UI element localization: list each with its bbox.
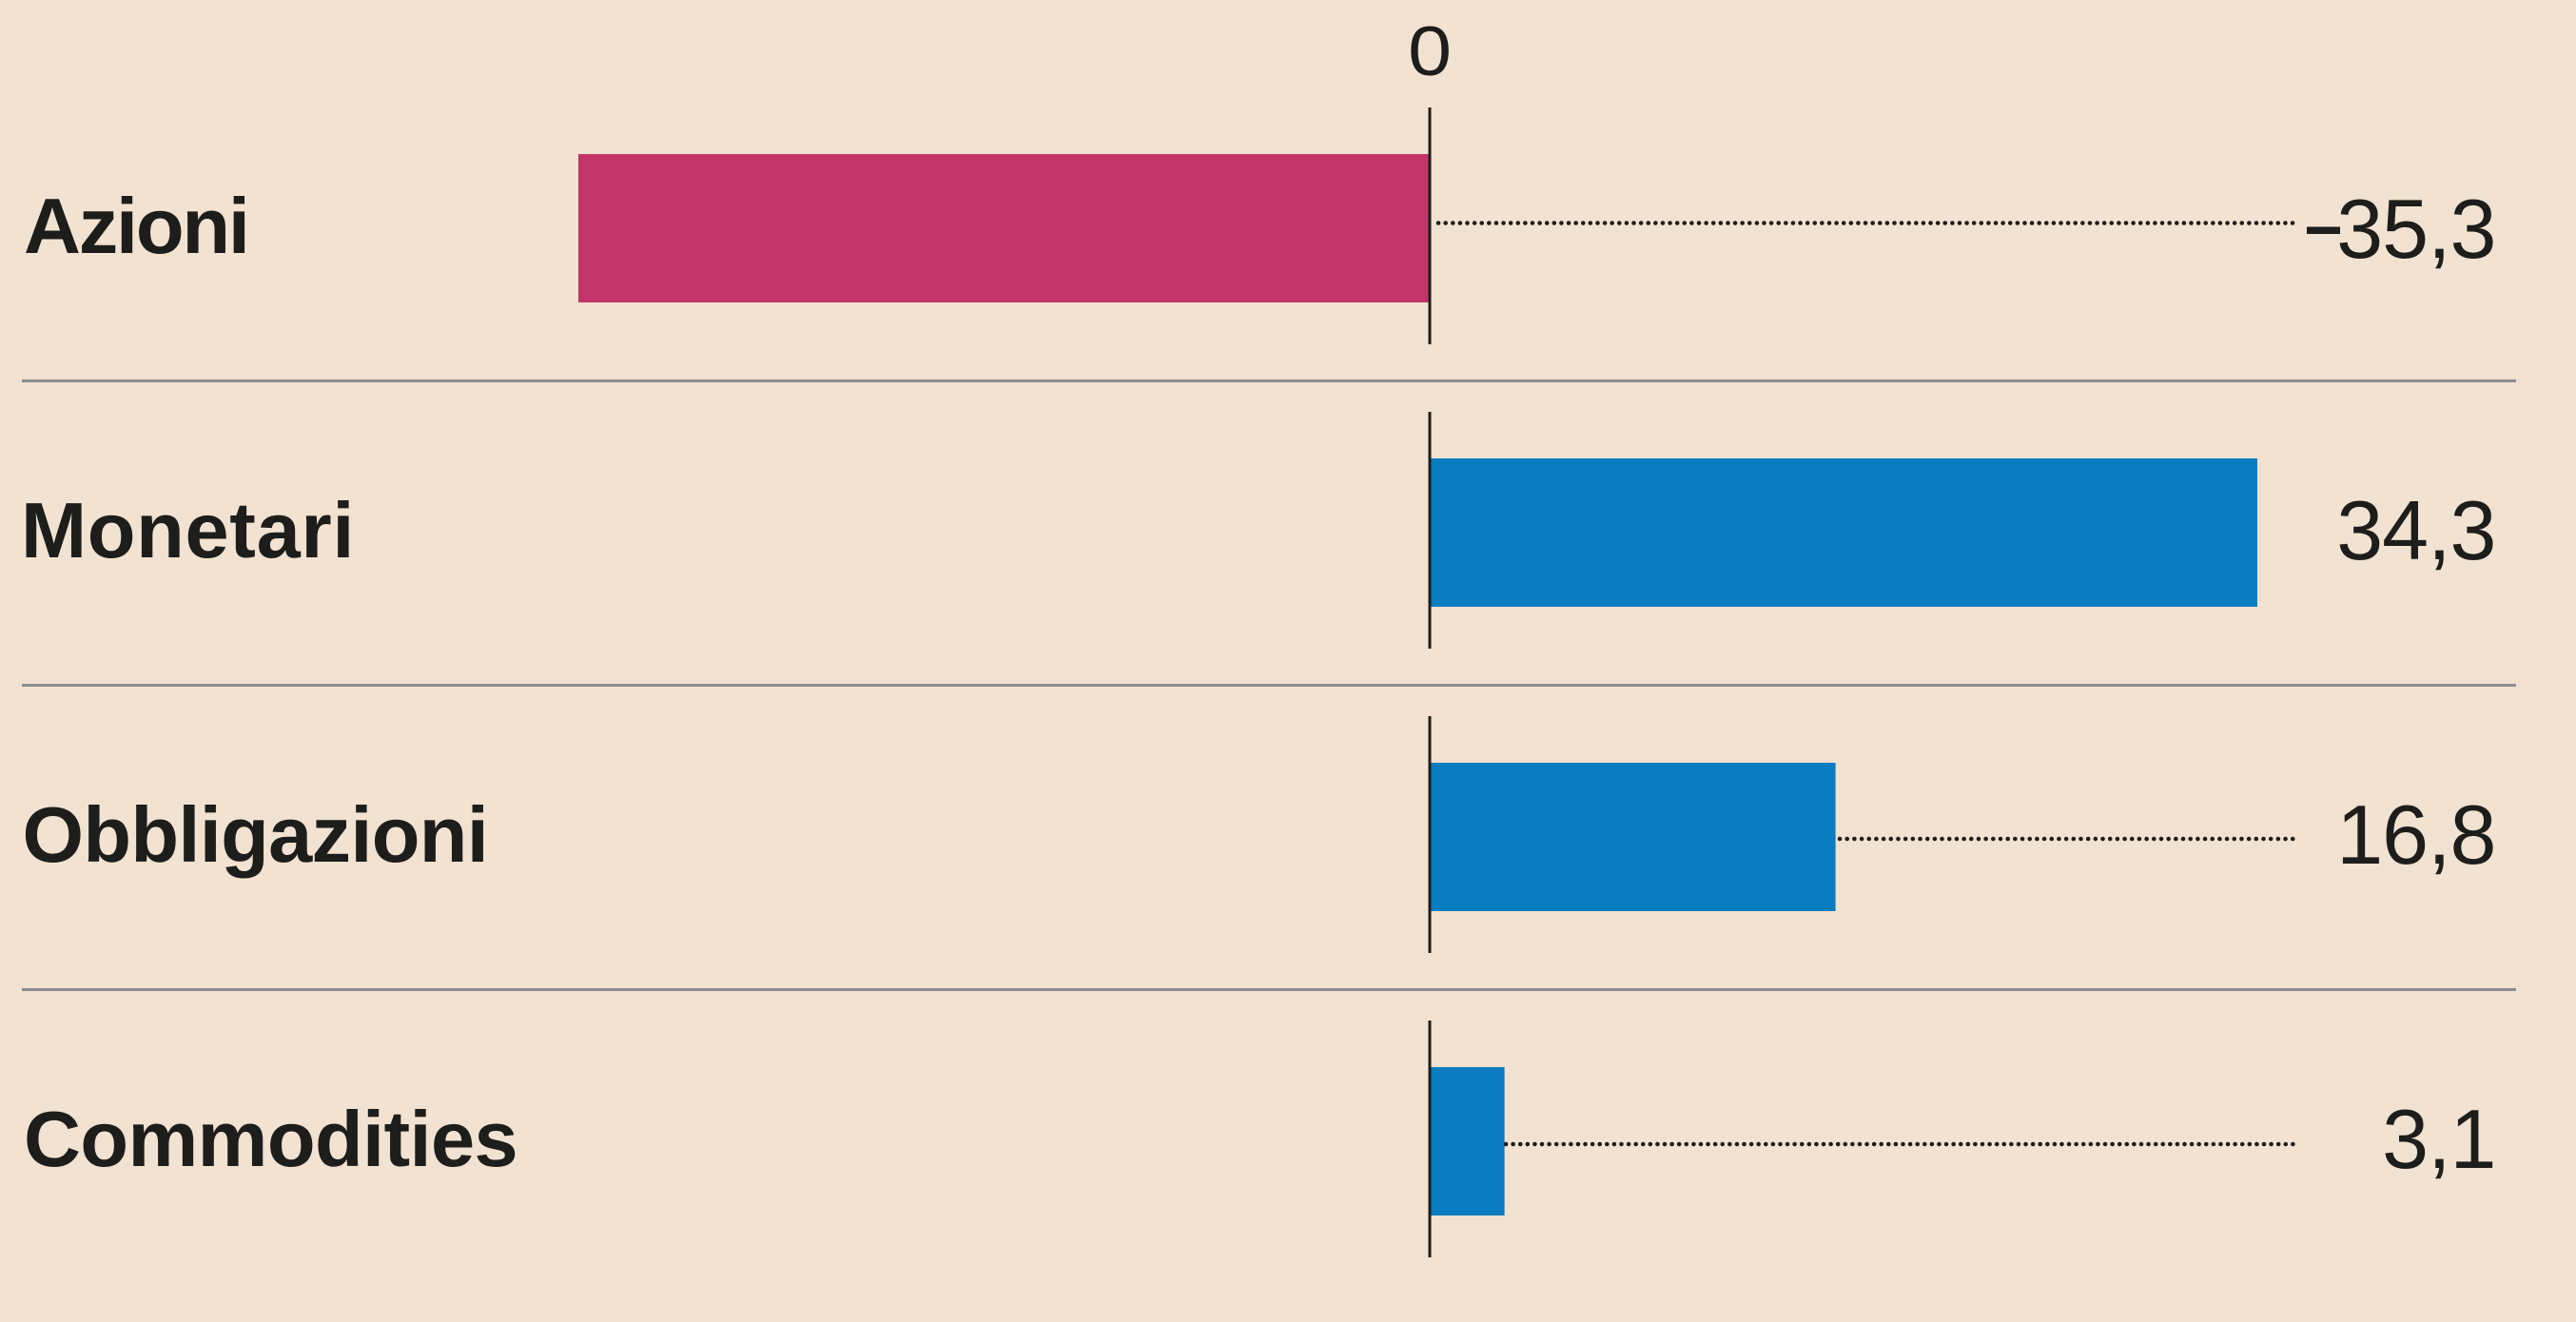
svg-text:0: 0 — [1408, 11, 1452, 89]
svg-text:3,1: 3,1 — [2382, 1092, 2495, 1186]
svg-text:35,3: 35,3 — [2336, 182, 2495, 276]
svg-text:34,3: 34,3 — [2336, 483, 2495, 577]
svg-text:Obbligazioni: Obbligazioni — [23, 790, 489, 879]
svg-text:16,8: 16,8 — [2336, 787, 2495, 882]
svg-text:Monetari: Monetari — [21, 486, 355, 574]
svg-text:Azioni: Azioni — [24, 182, 248, 270]
svg-text:Commodities: Commodities — [24, 1095, 517, 1183]
